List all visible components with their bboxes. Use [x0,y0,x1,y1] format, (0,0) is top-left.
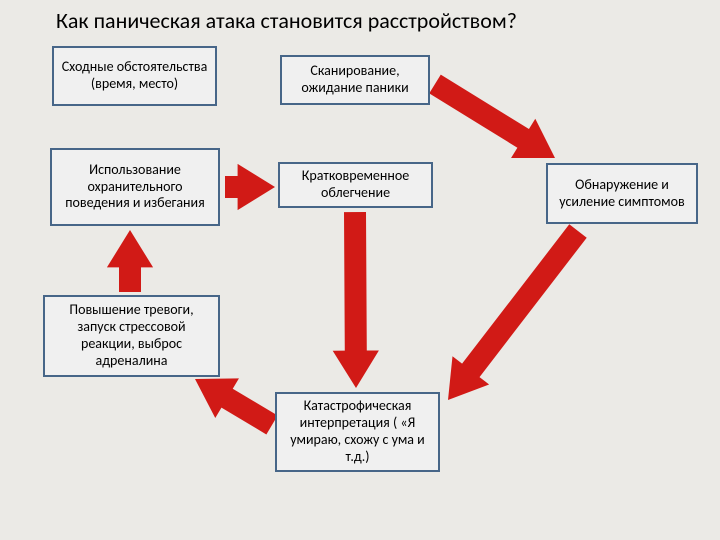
flowchart-arrow [225,164,275,210]
diagram-title: Как паническая атака становится расстрой… [56,8,666,34]
diagram-canvas: Как паническая атака становится расстрой… [0,0,720,540]
flowchart-arrow [332,212,379,388]
flowchart-node: Обнаружение и усиление симптомов [546,163,698,224]
flowchart-node: Кратковременное облегчение [278,162,433,208]
flowchart-node: Сходные обстоятельства (время, место) [52,46,217,106]
flowchart-arrow [423,64,567,177]
flowchart-node: Использование охранительного поведения и… [50,148,220,226]
flowchart-arrow [107,230,153,292]
flowchart-node: Катастрофическая интерпретация ( «Я умир… [275,392,440,472]
flowchart-arrow [430,217,597,414]
flowchart-node: Повышение тревоги, запуск стрессовой реа… [43,295,220,377]
flowchart-node: Сканирование, ожидание паники [280,55,430,105]
